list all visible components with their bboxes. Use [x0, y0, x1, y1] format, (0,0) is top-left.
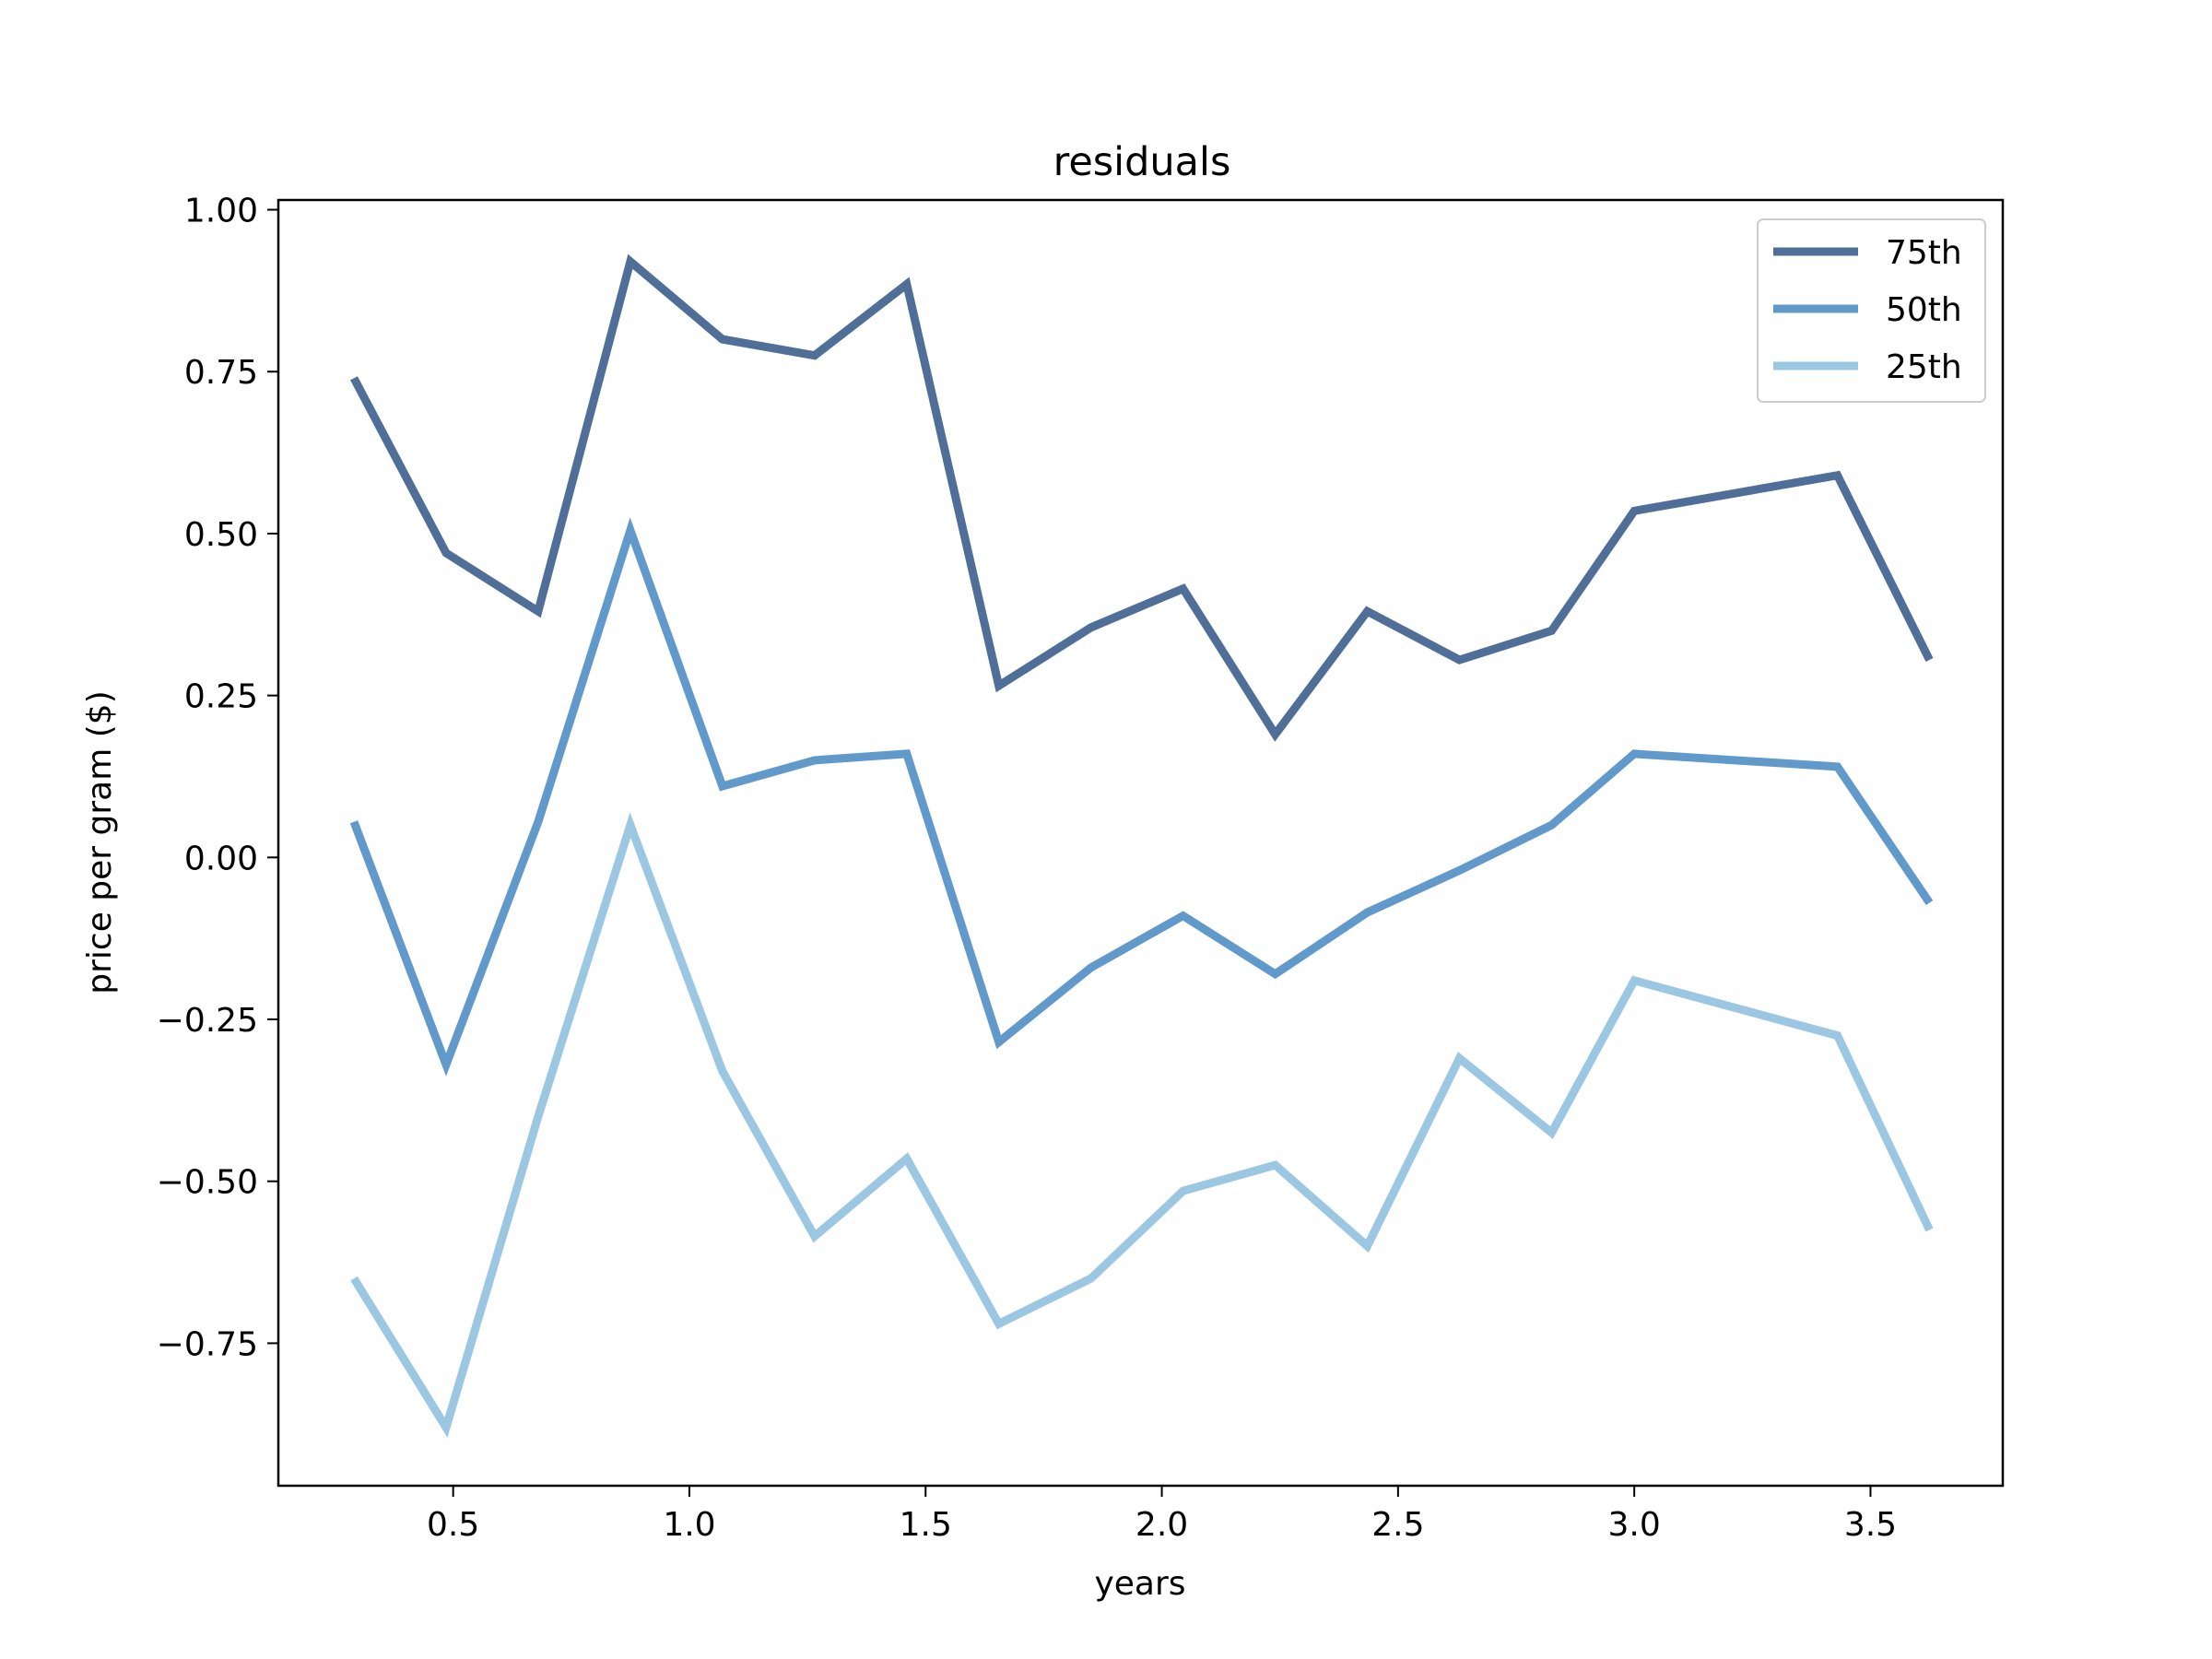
y-tick-label: 0.50 [184, 516, 258, 554]
legend-box [1757, 218, 1986, 403]
series-line-50th [349, 517, 1934, 1077]
x-tick-label: 0.5 [427, 1506, 479, 1544]
x-tick-label: 2.0 [1135, 1506, 1188, 1544]
x-tick-label: 1.5 [900, 1506, 952, 1544]
y-axis-ticks: 1.00 0.75 0.50 0.25 0.00 −0.25 −0.50 −0.75 [157, 193, 278, 1363]
y-tick-label: 0.25 [184, 678, 258, 716]
series-line-25th [350, 812, 1934, 1438]
series-line-75th [350, 253, 1934, 742]
legend-label-50th: 50th [1886, 291, 1962, 329]
y-tick-label: 0.00 [184, 840, 258, 877]
y-tick-label: −0.50 [157, 1164, 258, 1202]
x-tick-label: 3.0 [1608, 1506, 1661, 1544]
legend: 75th 50th 25th [1757, 218, 1986, 403]
chart-title: residuals [1053, 139, 1231, 185]
y-tick-label: −0.75 [157, 1325, 258, 1363]
y-tick-label: 0.75 [184, 354, 258, 392]
legend-label-25th: 25th [1886, 348, 1962, 386]
axes-frame [276, 198, 2005, 1488]
x-axis-label: years [1094, 1565, 1185, 1603]
y-axis-label: price per gram ($) [81, 690, 119, 994]
x-tick-label: 1.0 [663, 1506, 715, 1544]
y-tick-label: −0.25 [157, 1002, 258, 1040]
y-tick-label: 1.00 [184, 193, 258, 230]
x-axis-ticks: 0.5 1.0 1.5 2.0 2.5 3.0 3.5 [427, 1486, 1897, 1544]
plot-area [349, 253, 1934, 1438]
x-tick-label: 2.5 [1371, 1506, 1424, 1544]
legend-label-75th: 75th [1886, 234, 1962, 272]
x-tick-label: 3.5 [1844, 1506, 1897, 1544]
